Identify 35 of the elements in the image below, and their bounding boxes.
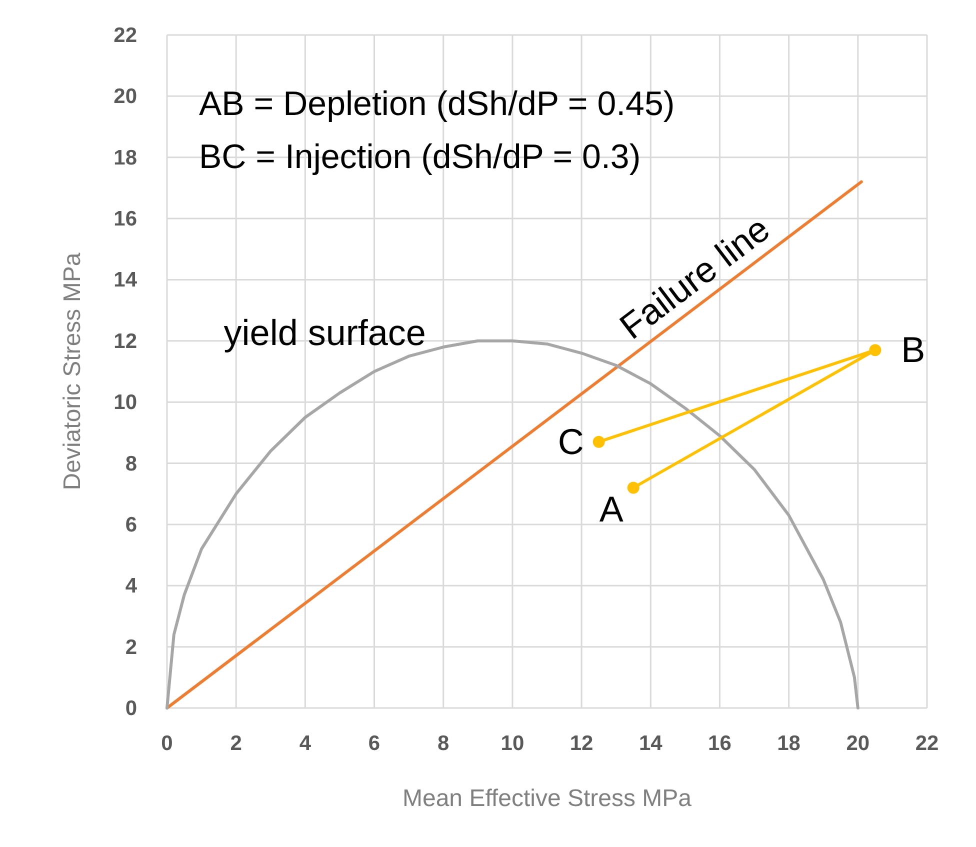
x-tick-label: 0: [161, 732, 173, 755]
annotation: B: [901, 329, 926, 370]
x-tick-label: 12: [570, 732, 594, 755]
y-tick-label: 20: [114, 85, 137, 108]
x-tick-label: 20: [846, 732, 870, 755]
series-label: yield surface: [224, 312, 426, 353]
x-axis-title: Mean Effective Stress MPa: [402, 785, 692, 812]
annotation: C: [558, 420, 584, 462]
y-tick-label: 4: [125, 574, 138, 598]
point: [627, 482, 640, 494]
y-axis-title: Deviatoric Stress MPa: [59, 252, 86, 490]
x-tick-label: 2: [230, 732, 242, 755]
y-tick-label: 12: [114, 330, 137, 353]
x-tick-label: 10: [500, 732, 524, 755]
y-tick-label: 18: [114, 146, 138, 170]
y-tick-label: 16: [114, 208, 137, 231]
x-tick-label: 6: [368, 732, 380, 755]
y-tick-label: 2: [125, 636, 137, 659]
x-tick-label: 16: [708, 732, 732, 755]
y-tick-label: 22: [114, 24, 137, 47]
x-tick-label: 14: [638, 732, 663, 755]
y-tick-label: 8: [125, 452, 138, 476]
x-tick-label: 18: [777, 732, 801, 755]
y-tick-label: 6: [125, 513, 137, 536]
y-tick-label: 0: [125, 697, 137, 720]
x-tick-label: 4: [299, 732, 312, 755]
point: [592, 436, 605, 448]
annotation: BC = Injection (dSh/dP = 0.3): [199, 138, 641, 176]
x-tick-label: 22: [915, 732, 939, 755]
point: [869, 344, 882, 356]
annotation: A: [599, 488, 624, 530]
x-tick-label: 8: [438, 732, 450, 755]
y-tick-label: 10: [114, 391, 137, 414]
y-tick-label: 14: [114, 268, 138, 292]
annotation: AB = Depletion (dSh/dP = 0.45): [199, 85, 675, 123]
